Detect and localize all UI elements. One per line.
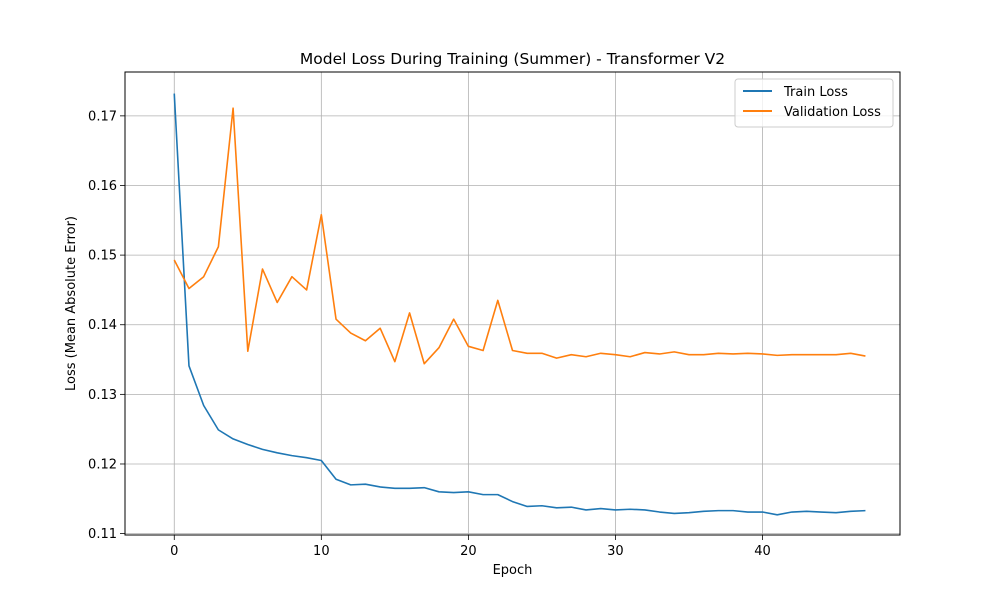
y-tick-label: 0.13 <box>88 388 117 403</box>
y-tick-label: 0.15 <box>88 249 117 264</box>
y-tick-label: 0.16 <box>88 179 117 194</box>
x-tick-label: 40 <box>754 544 771 559</box>
x-tick-label: 30 <box>607 544 624 559</box>
plot-frame <box>124 71 901 536</box>
chart-title: Model Loss During Training (Summer) - Tr… <box>300 50 725 68</box>
y-tick-label: 0.17 <box>88 109 117 124</box>
x-tick-label: 20 <box>460 544 477 559</box>
y-axis-label: Loss (Mean Absolute Error) <box>64 216 79 391</box>
legend-box <box>734 78 894 128</box>
x-tick-label: 0 <box>170 544 178 559</box>
legend-label-validation-loss: Validation Loss <box>784 105 881 120</box>
y-axis-ticks: 0.11 0.12 0.13 0.14 0.15 0.16 0.17 <box>88 109 125 542</box>
y-tick-label: 0.14 <box>88 318 117 333</box>
grid <box>125 72 900 535</box>
x-axis-label: Epoch <box>493 563 533 578</box>
x-axis-ticks: 0 10 20 30 40 <box>170 535 771 559</box>
y-tick-label: 0.11 <box>88 527 117 542</box>
legend: Train Loss Validation Loss <box>734 78 894 128</box>
legend-label-train-loss: Train Loss <box>783 85 848 100</box>
series-lines <box>173 93 866 516</box>
series-line-validation-loss <box>173 107 866 365</box>
x-tick-label: 10 <box>313 544 330 559</box>
series-line-train-loss <box>173 93 866 516</box>
y-tick-label: 0.12 <box>88 457 117 472</box>
